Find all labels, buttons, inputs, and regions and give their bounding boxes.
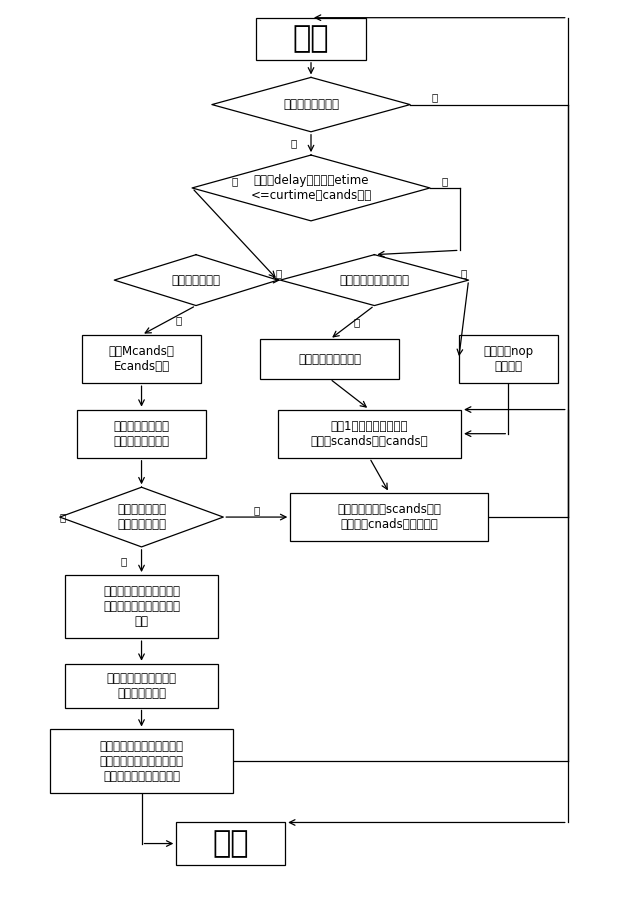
Text: 产生新的指令包节点: 产生新的指令包节点 <box>298 352 361 366</box>
Text: 更新Mcands和
Ecands集合: 更新Mcands和 Ecands集合 <box>108 345 174 373</box>
Text: 增加1个周期当前时间，
并且把scands并入cands中: 增加1个周期当前时间， 并且把scands并入cands中 <box>311 419 428 448</box>
Bar <box>65 575 218 638</box>
Text: 将选择的节点插入当前指
令包中，并从候选集合中
删除: 将选择的节点插入当前指 令包中，并从候选集合中 删除 <box>103 585 180 628</box>
Bar <box>65 663 218 708</box>
Text: 是: 是 <box>353 317 359 327</box>
Text: 是: 是 <box>232 176 238 186</box>
Text: 是: 是 <box>276 268 282 278</box>
Text: 当前指令包是否有指令: 当前指令包是否有指令 <box>340 274 409 286</box>
Text: 否: 否 <box>290 139 297 149</box>
Text: 候选集合是否为空: 候选集合是否为空 <box>283 98 339 111</box>
Text: 是: 是 <box>59 512 65 522</box>
Bar <box>77 410 206 458</box>
Text: 增加一个nop
指令节点: 增加一个nop 指令节点 <box>483 345 533 373</box>
Text: 否: 否 <box>442 176 448 186</box>
Text: 是: 是 <box>121 556 127 566</box>
Text: 否: 否 <box>254 505 260 515</box>
Bar <box>459 335 558 383</box>
Bar <box>50 729 233 793</box>
Text: 当前时间增加当前调度
指令的执行时间: 当前时间增加当前调度 指令的执行时间 <box>107 671 176 699</box>
Text: 将当前节点插入scands集合
中，并从cnads集合中删除: 将当前节点插入scands集合 中，并从cnads集合中删除 <box>338 503 441 531</box>
Text: 当前指令包已满: 当前指令包已满 <box>171 274 221 286</box>
Bar <box>176 823 285 864</box>
Polygon shape <box>280 255 468 305</box>
Bar <box>257 18 366 60</box>
Text: 是: 是 <box>432 92 438 102</box>
Text: 根据以调度的节点更新候选
节点，以及更新当前调度节
点的后续节点的调度时间: 根据以调度的节点更新候选 节点，以及更新当前调度节 点的后续节点的调度时间 <box>100 739 184 783</box>
Bar <box>260 340 399 379</box>
Polygon shape <box>212 77 410 131</box>
Text: 开始: 开始 <box>293 24 329 53</box>
Bar <box>82 335 201 383</box>
Bar <box>278 410 461 458</box>
Polygon shape <box>192 155 430 221</box>
Text: 结束: 结束 <box>212 829 249 858</box>
Polygon shape <box>114 255 278 305</box>
Text: 否: 否 <box>460 268 467 278</box>
Polygon shape <box>60 487 223 547</box>
Text: 选择的指令能否
插入当前指令包: 选择的指令能否 插入当前指令包 <box>117 503 166 531</box>
Text: 采用启发式算法选
择当前调度的节点: 采用启发式算法选 择当前调度的节点 <box>113 419 169 448</box>
Text: 是否有delay最大并且etime
<=curtime的cands节点: 是否有delay最大并且etime <=curtime的cands节点 <box>250 174 372 202</box>
Text: 否: 否 <box>175 315 181 325</box>
Bar <box>290 493 488 541</box>
